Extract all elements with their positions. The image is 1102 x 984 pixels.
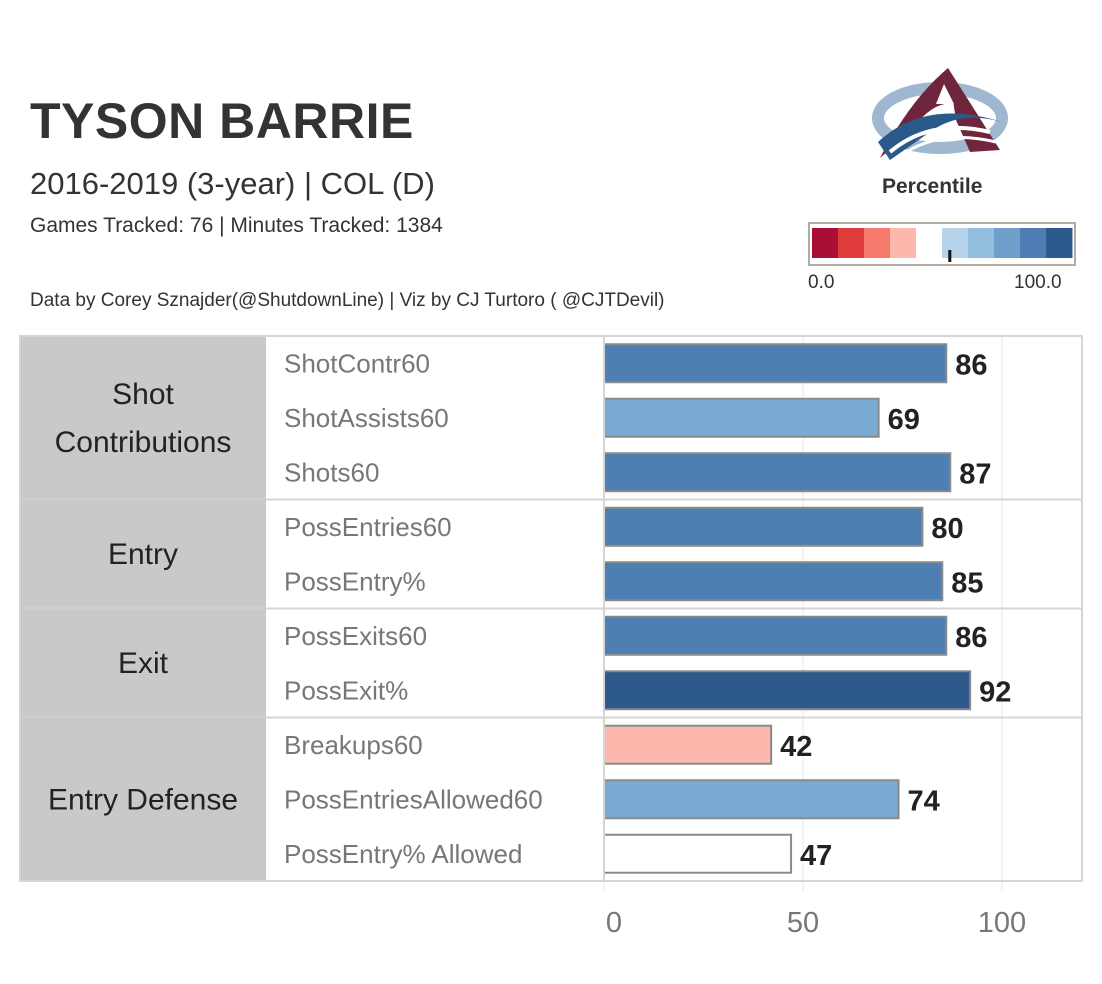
legend-max-label: 100.0: [1014, 272, 1062, 293]
metric-label: PossExit%: [284, 675, 408, 705]
legend-swatch: [968, 228, 995, 258]
bar: [603, 724, 773, 765]
category-cell: [20, 336, 266, 500]
x-tick-label: 50: [787, 907, 819, 939]
value-label: 92: [979, 676, 1011, 708]
bar: [603, 833, 793, 874]
metric-label: ShotContr60: [284, 348, 430, 378]
bar: [603, 452, 952, 493]
category-label: Entry Defense: [48, 783, 238, 816]
value-label: 74: [908, 785, 940, 817]
value-label: 85: [951, 567, 983, 599]
metric-label: PossEntries60: [284, 512, 452, 542]
category-cell: [20, 499, 266, 609]
metric-label: PossExits60: [284, 621, 427, 651]
category-label: Entry: [108, 538, 178, 571]
legend-swatch: [838, 228, 865, 258]
value-label: 69: [888, 404, 920, 436]
x-tick-label: 100: [978, 907, 1026, 939]
legend-swatch: [812, 228, 839, 258]
colorado-avalanche-logo-icon: [870, 60, 1010, 170]
metric-label: ShotAssists60: [284, 403, 449, 433]
legend-swatch: [1020, 228, 1047, 258]
x-tick-label: 0: [606, 907, 622, 939]
category-label: Exit: [118, 647, 169, 680]
value-label: 47: [800, 840, 832, 872]
legend-color-scale: [808, 222, 1076, 266]
bar: [603, 397, 880, 438]
legend-swatch: [864, 228, 891, 258]
value-label: 86: [955, 349, 987, 381]
legend-swatch: [942, 228, 969, 258]
value-label: 80: [931, 513, 963, 545]
subtitle: 2016-2019 (3-year) | COL (D): [30, 166, 435, 201]
value-label: 87: [959, 458, 991, 490]
category-label: Shot Contributions: [55, 378, 232, 459]
legend-min-label: 0.0: [808, 272, 835, 293]
bar: [603, 561, 944, 602]
legend-swatch: [994, 228, 1021, 258]
metric-label: PossEntry% Allowed: [284, 839, 522, 869]
metric-label: Breakups60: [284, 730, 423, 760]
table-frame: [19, 335, 1083, 882]
player-name: TYSON BARRIE: [30, 93, 414, 149]
credits: Data by Corey Sznajder(@ShutdownLine) | …: [30, 290, 665, 311]
legend-swatch: [890, 228, 917, 258]
metric-label: Shots60: [284, 457, 379, 487]
bar: [603, 615, 948, 656]
tracked-stats: Games Tracked: 76 | Minutes Tracked: 138…: [30, 214, 443, 237]
bar: [603, 779, 900, 820]
metric-label: PossEntriesAllowed60: [284, 784, 543, 814]
metric-label: PossEntry%: [284, 566, 426, 596]
legend-swatch: [1046, 228, 1073, 258]
legend-title: Percentile: [882, 175, 983, 198]
bar: [603, 343, 948, 384]
category-cell: [20, 608, 266, 718]
bar: [603, 506, 924, 547]
legend-swatch: [916, 228, 943, 258]
value-label: 86: [955, 622, 987, 654]
value-label: 42: [780, 731, 812, 763]
bar: [603, 670, 972, 711]
category-cell: [20, 717, 266, 881]
